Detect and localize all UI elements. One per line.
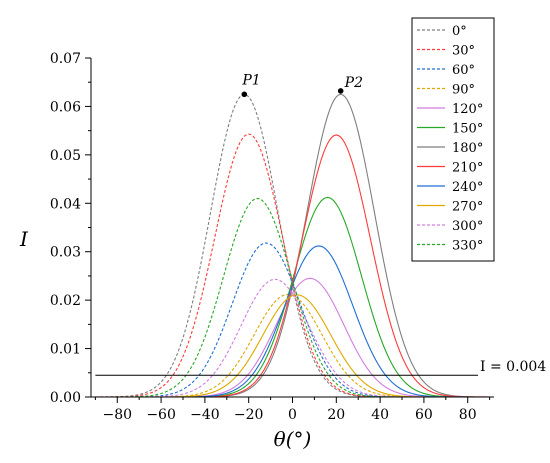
point-p2-label: P2 bbox=[344, 75, 363, 91]
legend: 0° 30° 60° 90° 120° 150° 180° 210° 240° 270° 300° 3… bbox=[411, 17, 495, 262]
x-tick-label: −80 bbox=[103, 407, 133, 423]
x-axis-ticks: −80 −60 −40 −20 0 20 40 60 80 bbox=[94, 397, 491, 423]
legend-label-3: 90° bbox=[452, 83, 475, 98]
y-tick-label: 0.04 bbox=[50, 196, 81, 212]
x-tick-label: 80 bbox=[459, 407, 477, 423]
legend-label-7: 210° bbox=[452, 161, 483, 176]
series-line-10 bbox=[95, 278, 490, 398]
point-p1-marker bbox=[241, 91, 248, 98]
y-tick-label: 0.07 bbox=[50, 51, 81, 67]
y-tick-label: 0.02 bbox=[50, 293, 81, 309]
legend-label-5: 150° bbox=[452, 122, 483, 137]
x-tick-label: 0 bbox=[288, 407, 297, 423]
x-tick-label: −60 bbox=[146, 407, 176, 423]
point-p2-marker bbox=[337, 88, 344, 94]
y-tick-label: 0.06 bbox=[50, 99, 81, 115]
legend-label-0: 0° bbox=[452, 24, 467, 39]
y-axis-title: I bbox=[19, 227, 29, 251]
legend-label-6: 180° bbox=[452, 141, 483, 156]
x-tick-label: 40 bbox=[371, 407, 389, 423]
threshold-label: I = 0.004 bbox=[480, 359, 546, 375]
point-p1-label: P1 bbox=[241, 72, 260, 88]
x-tick-label: −40 bbox=[190, 407, 220, 423]
x-tick-label: −20 bbox=[234, 407, 264, 423]
y-tick-label: 0.01 bbox=[50, 342, 81, 358]
y-axis-ticks: 0.00 0.01 0.02 0.03 0.04 0.05 0.06 0.07 bbox=[50, 51, 91, 406]
y-tick-label: 0.05 bbox=[50, 148, 81, 164]
series-line-8 bbox=[95, 245, 490, 398]
legend-label-8: 240° bbox=[452, 180, 483, 195]
series-line-9 bbox=[95, 294, 490, 398]
legend-label-11: 330° bbox=[452, 239, 483, 254]
annotations: I = 0.004 P1 P2 bbox=[95, 72, 546, 376]
y-tick-label: 0.00 bbox=[50, 390, 81, 406]
legend-label-4: 120° bbox=[452, 102, 483, 117]
legend-label-10: 300° bbox=[452, 219, 483, 234]
legend-label-2: 60° bbox=[452, 63, 475, 78]
legend-label-1: 30° bbox=[452, 44, 475, 59]
y-tick-label: 0.03 bbox=[50, 245, 81, 261]
x-tick-label: 20 bbox=[327, 407, 345, 423]
legend-box bbox=[411, 17, 495, 262]
series-line-2 bbox=[95, 242, 490, 398]
axes: −80 −60 −40 −20 0 20 40 60 80 0.000.010.020.030.… bbox=[19, 51, 494, 451]
x-tick-label: 60 bbox=[415, 407, 433, 423]
legend-label-9: 270° bbox=[452, 200, 483, 215]
x-axis-title: θ(°) bbox=[274, 427, 312, 451]
series-line-3 bbox=[95, 293, 490, 398]
